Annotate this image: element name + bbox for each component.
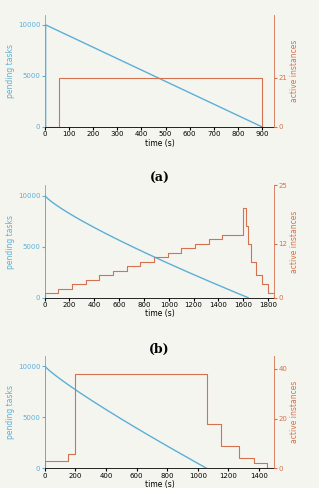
Y-axis label: pending tasks: pending tasks — [6, 215, 15, 268]
Y-axis label: active instances: active instances — [290, 210, 299, 273]
Text: (a): (a) — [150, 172, 169, 185]
Text: (b): (b) — [149, 343, 170, 356]
X-axis label: time (s): time (s) — [145, 480, 174, 488]
Y-axis label: active instances: active instances — [290, 381, 299, 444]
Y-axis label: active instances: active instances — [290, 40, 299, 102]
X-axis label: time (s): time (s) — [145, 139, 174, 147]
X-axis label: time (s): time (s) — [145, 309, 174, 318]
Y-axis label: pending tasks: pending tasks — [6, 44, 15, 98]
Y-axis label: pending tasks: pending tasks — [6, 386, 15, 439]
